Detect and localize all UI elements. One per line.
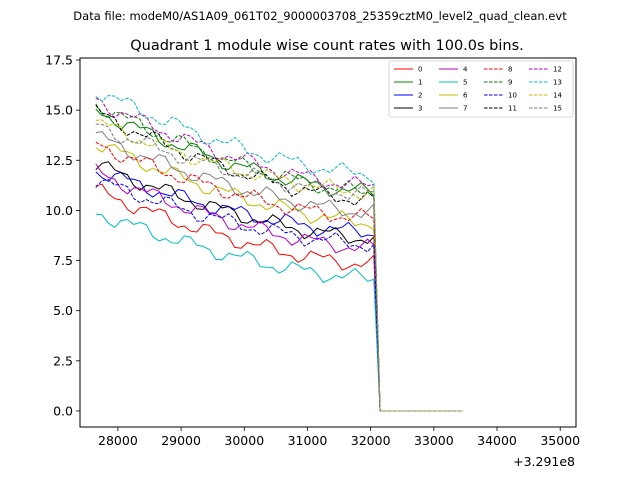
y-tick-label: 10.0: [45, 203, 73, 218]
series-line-12: [95, 97, 463, 412]
legend-box: [388, 60, 574, 118]
series-line-15: [95, 123, 463, 412]
suptitle: Data file: modeM0/AS1A09_061T02_90000037…: [73, 9, 567, 23]
legend-label-14: 14: [553, 92, 562, 100]
y-axis: 0.0 2.5 5.0 7.5 10.0 12.5 15.0 17.5: [45, 53, 80, 418]
legend-label-10: 10: [508, 92, 517, 100]
legend-label-2: 2: [418, 92, 422, 100]
x-axis: 28000 29000 30000 31000 32000 33000 34000 35000: [98, 427, 580, 448]
legend-label-11: 11: [508, 105, 517, 113]
x-offset-label: +3.291e8: [513, 454, 575, 469]
y-tick-label: 0.0: [53, 403, 73, 418]
x-tick-label: 34000: [477, 433, 517, 448]
legend-label-1: 1: [418, 79, 422, 87]
x-tick-label: 32000: [351, 433, 391, 448]
legend-label-7: 7: [463, 105, 467, 113]
x-tick-label: 33000: [414, 433, 454, 448]
x-tick-label: 35000: [540, 433, 580, 448]
legend-label-12: 12: [553, 66, 562, 74]
chart-title: Quadrant 1 module wise count rates with …: [130, 38, 524, 54]
x-tick-label: 28000: [98, 433, 138, 448]
legend-label-15: 15: [553, 105, 562, 113]
x-tick-label: 29000: [161, 433, 201, 448]
legend-label-5: 5: [463, 79, 467, 87]
series-line-13: [95, 94, 463, 412]
legend-label-4: 4: [463, 66, 468, 74]
legend-label-6: 6: [463, 92, 468, 100]
legend-label-13: 13: [553, 79, 562, 87]
legend-label-3: 3: [418, 105, 422, 113]
y-tick-label: 15.0: [45, 103, 73, 118]
y-tick-label: 5.0: [53, 303, 73, 318]
series-layer: [95, 94, 463, 412]
y-tick-label: 7.5: [53, 253, 73, 268]
plot-frame: [79, 57, 577, 428]
y-tick-label: 12.5: [45, 153, 73, 168]
x-tick-label: 31000: [288, 433, 328, 448]
legend-label-9: 9: [508, 79, 512, 87]
legend-label-8: 8: [508, 66, 512, 74]
x-tick-label: 30000: [224, 433, 264, 448]
y-tick-label: 2.5: [53, 353, 73, 368]
y-tick-label: 17.5: [45, 53, 73, 68]
legend-label-0: 0: [418, 66, 422, 74]
